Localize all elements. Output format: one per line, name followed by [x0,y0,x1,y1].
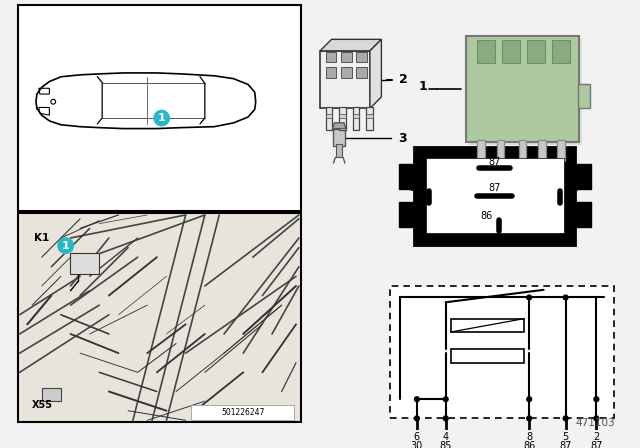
Bar [356,52,367,62]
Bar [341,67,351,78]
Circle shape [594,416,599,421]
Bar [70,253,99,275]
Text: 85: 85 [568,183,580,193]
Bar [336,144,342,157]
Bar [552,40,570,63]
Text: 3: 3 [397,132,406,145]
Bar [518,140,526,161]
Text: 1: 1 [158,113,166,123]
Bar [538,140,545,161]
Bar [399,202,416,228]
Bar [497,140,504,161]
Bar [466,36,579,142]
Bar [451,319,524,332]
Text: 471103: 471103 [575,418,615,428]
Bar [477,140,485,161]
Text: X55: X55 [32,400,53,410]
Circle shape [527,416,532,421]
Bar [320,51,370,108]
Bar [341,52,351,62]
Bar [339,114,346,118]
Bar [502,40,520,63]
Text: 1: 1 [419,80,428,93]
Circle shape [154,110,170,126]
Bar [390,286,614,418]
Bar [468,39,582,145]
Bar [390,286,614,418]
Bar [353,114,359,118]
Circle shape [527,295,532,300]
Bar [573,202,591,228]
Text: 87: 87 [488,157,501,167]
Text: 5: 5 [563,431,569,442]
Bar [191,405,294,420]
Text: 87: 87 [559,441,572,448]
Circle shape [58,238,74,253]
Circle shape [527,397,532,401]
Bar [42,388,61,401]
Text: 2: 2 [593,431,600,442]
Polygon shape [320,39,381,51]
Text: 8: 8 [526,431,532,442]
Bar [578,84,589,108]
Bar [353,107,359,129]
Bar [426,158,564,233]
Bar [356,67,367,78]
Bar [366,114,372,118]
Text: 87: 87 [590,441,602,448]
Bar [451,349,524,363]
Polygon shape [332,123,346,129]
Bar [414,147,575,245]
Circle shape [444,416,448,421]
Polygon shape [370,39,381,108]
Bar [326,67,336,78]
Circle shape [594,397,599,401]
Text: 4: 4 [443,431,449,442]
Bar [339,107,346,129]
Bar [326,52,336,62]
Bar [326,114,332,118]
Bar [18,213,301,422]
Bar [527,40,545,63]
Bar [326,107,332,129]
Text: 2: 2 [399,73,408,86]
Text: 501226247: 501226247 [221,408,265,417]
Circle shape [563,295,568,300]
Bar [18,5,301,211]
Text: K1: K1 [34,233,49,243]
Text: 86: 86 [523,441,535,448]
Text: 1: 1 [62,241,70,251]
Text: 86: 86 [481,211,493,221]
Circle shape [444,397,448,401]
Bar [477,40,495,63]
Text: 85: 85 [440,441,452,448]
Bar [366,107,372,129]
Circle shape [415,397,419,401]
Circle shape [563,416,568,421]
Text: 30: 30 [410,183,422,193]
Text: 6: 6 [414,431,420,442]
Bar [333,129,345,146]
Bar [557,140,564,161]
Bar [573,164,591,189]
Circle shape [415,416,419,421]
Bar [399,164,416,189]
Text: 87: 87 [488,183,501,193]
Text: 30: 30 [411,441,423,448]
